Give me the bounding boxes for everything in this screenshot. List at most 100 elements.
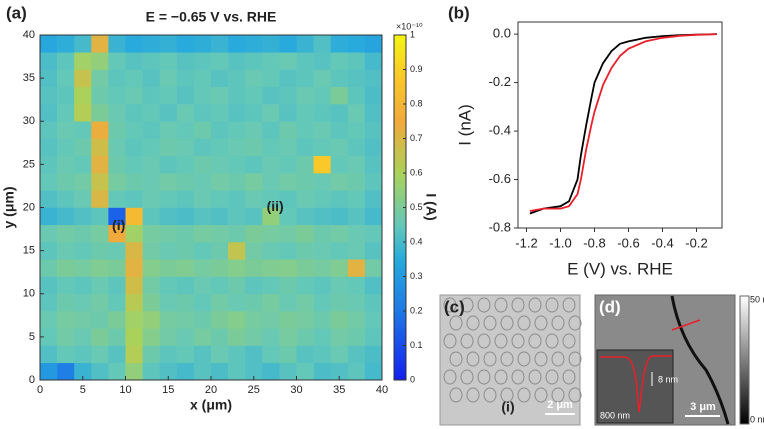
heatmap-cell <box>347 35 366 53</box>
colorbar-segment <box>394 252 406 257</box>
heatmap-cell <box>330 242 349 260</box>
heatmap-cell <box>364 121 383 139</box>
heatmap-cell <box>313 121 331 139</box>
heatmap-cell <box>57 35 75 53</box>
colorbar-segment <box>394 135 406 139</box>
heatmap-cell <box>279 173 297 191</box>
heatmap-cell <box>142 69 160 88</box>
heatmap-cell <box>211 52 229 70</box>
heatmap-cell <box>364 311 383 329</box>
y-tick-label: 40 <box>23 29 35 41</box>
heatmap-cell <box>74 138 92 157</box>
colorbar-segment <box>394 297 406 302</box>
heatmap-cell <box>279 138 297 157</box>
colorbar-segment <box>394 48 406 53</box>
colorbar-segment <box>394 128 406 133</box>
heatmap-cell <box>228 345 246 364</box>
heatmap-cell <box>91 207 109 226</box>
heatmap-cell <box>330 293 349 312</box>
heatmap-cell <box>245 69 263 88</box>
heatmap-cell <box>228 276 246 295</box>
heatmap-cell <box>176 52 195 70</box>
heatmap-cell <box>74 121 92 139</box>
heatmap-cell <box>262 293 280 312</box>
heatmap-cell <box>364 242 383 260</box>
colorbar-segment <box>394 279 406 284</box>
heatmap-cell <box>142 121 160 139</box>
x-tick-label: -0.8 <box>583 235 605 250</box>
heatmap-cell <box>279 328 297 346</box>
x-tick-label: 5 <box>80 384 86 396</box>
heatmap-cell <box>347 121 366 139</box>
heatmap-cell <box>211 155 229 174</box>
heatmap-cell <box>313 224 331 243</box>
heatmap-cell <box>40 207 58 226</box>
inset-y-scale: 8 nm <box>658 374 678 384</box>
colorbar-tick-label: 0.6 <box>410 167 423 177</box>
heatmap-cell <box>57 86 75 105</box>
y-axis-label: I (nA) <box>455 104 474 146</box>
heatmap-cell <box>142 276 160 295</box>
heatmap-cell <box>364 190 383 208</box>
heatmap-cell <box>279 121 297 139</box>
pore <box>551 351 565 367</box>
heatmap-cell <box>74 259 92 277</box>
panel-label: (c) <box>444 297 465 316</box>
heatmap-cell <box>313 190 331 208</box>
heatmap-cell <box>296 276 314 295</box>
colorbar-segment <box>394 338 406 343</box>
pore <box>460 297 474 313</box>
heatmap-cell <box>296 52 314 70</box>
heatmap-cell <box>176 224 195 243</box>
heatmap-cell <box>176 138 195 157</box>
heatmap-cell <box>364 173 383 191</box>
heatmap-cell <box>347 328 366 346</box>
heatmap-cell <box>125 121 143 139</box>
colorbar-segment <box>394 217 406 222</box>
heatmap-cell <box>296 35 314 53</box>
heatmap-cell <box>262 121 280 139</box>
pore <box>534 315 548 331</box>
heatmap-cell <box>262 173 280 191</box>
x-tick-label: 10 <box>119 384 131 396</box>
heatmap-cell <box>211 104 229 122</box>
heatmap-cell <box>347 345 366 364</box>
heatmap-cell <box>347 138 366 157</box>
colorbar-segment <box>394 52 406 57</box>
heatmap-cell <box>330 311 349 329</box>
heatmap-cell <box>40 138 58 157</box>
heatmap-cell <box>159 190 178 208</box>
x-tick-label: 35 <box>333 384 345 396</box>
heatmap-cell <box>330 104 349 122</box>
heatmap-cell <box>211 121 229 139</box>
heatmap-cell <box>91 276 109 295</box>
heatmap-cell <box>228 311 246 329</box>
heatmap-cell <box>228 173 246 191</box>
heatmap-cell <box>279 69 297 88</box>
heatmap-cell <box>125 35 143 53</box>
heatmap-cell <box>313 155 331 174</box>
heatmap-cell <box>125 207 143 226</box>
colorbar-segment <box>394 176 406 181</box>
heatmap-cell <box>364 138 383 157</box>
heatmap-cell <box>296 121 314 139</box>
heatmap-cell <box>364 104 383 122</box>
heatmap-cell <box>245 242 263 260</box>
heatmap-cell <box>74 362 92 381</box>
heatmap-cell <box>57 328 75 346</box>
colorbar-segment <box>394 231 406 236</box>
heatmap-cell <box>91 104 109 122</box>
heatmap-cell <box>193 345 212 364</box>
heatmap-cell <box>296 328 314 346</box>
heatmap-cell <box>74 311 92 329</box>
heatmap-cell <box>193 52 212 70</box>
heatmap-cell <box>74 293 92 312</box>
heatmap-cell <box>142 52 160 70</box>
pore <box>477 297 491 313</box>
heatmap-cell <box>279 276 297 295</box>
colorbar-segment <box>394 173 406 177</box>
colorbar-segment <box>394 93 406 98</box>
heatmap-cell <box>57 276 75 295</box>
heatmap-cell <box>313 362 331 381</box>
heatmap-cell <box>159 328 178 346</box>
